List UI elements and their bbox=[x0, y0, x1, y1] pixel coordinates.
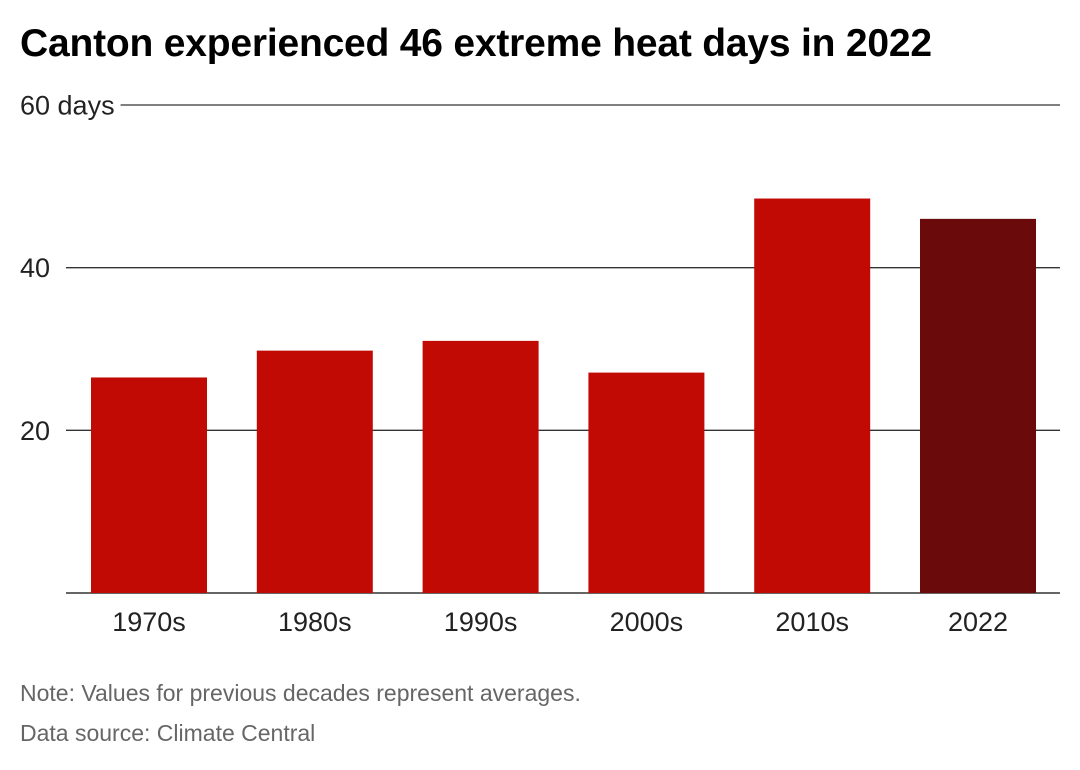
bar-2010s bbox=[754, 198, 871, 594]
x-tick-label: 2022 bbox=[948, 607, 1008, 637]
bars bbox=[91, 198, 1036, 594]
x-tick-label: 1970s bbox=[112, 607, 186, 637]
bar-1970s bbox=[91, 377, 207, 593]
bar-2022 bbox=[920, 218, 1036, 593]
bar-2000s bbox=[588, 372, 705, 593]
y-tick-label: 60 days bbox=[20, 91, 115, 121]
x-tick-label: 1980s bbox=[278, 607, 352, 637]
y-tick-label: 20 bbox=[20, 416, 50, 446]
chart-note: Note: Values for previous decades repres… bbox=[20, 680, 581, 706]
bar-1990s bbox=[422, 340, 539, 593]
x-axis-ticks: 1970s 1980s 1990s 2000s 2010s 2022 bbox=[112, 607, 1008, 637]
x-tick-label: 2010s bbox=[775, 607, 849, 637]
y-tick-label: 40 bbox=[20, 253, 50, 283]
gridlines bbox=[66, 104, 1060, 594]
data-source: Data source: Climate Central bbox=[20, 720, 316, 746]
chart-title: Canton experienced 46 extreme heat days … bbox=[20, 22, 932, 65]
y-axis-ticks: 20 40 60 days bbox=[20, 91, 115, 446]
x-tick-label: 2000s bbox=[610, 607, 684, 637]
x-tick-label: 1990s bbox=[444, 607, 518, 637]
bar-1980s bbox=[256, 350, 373, 593]
